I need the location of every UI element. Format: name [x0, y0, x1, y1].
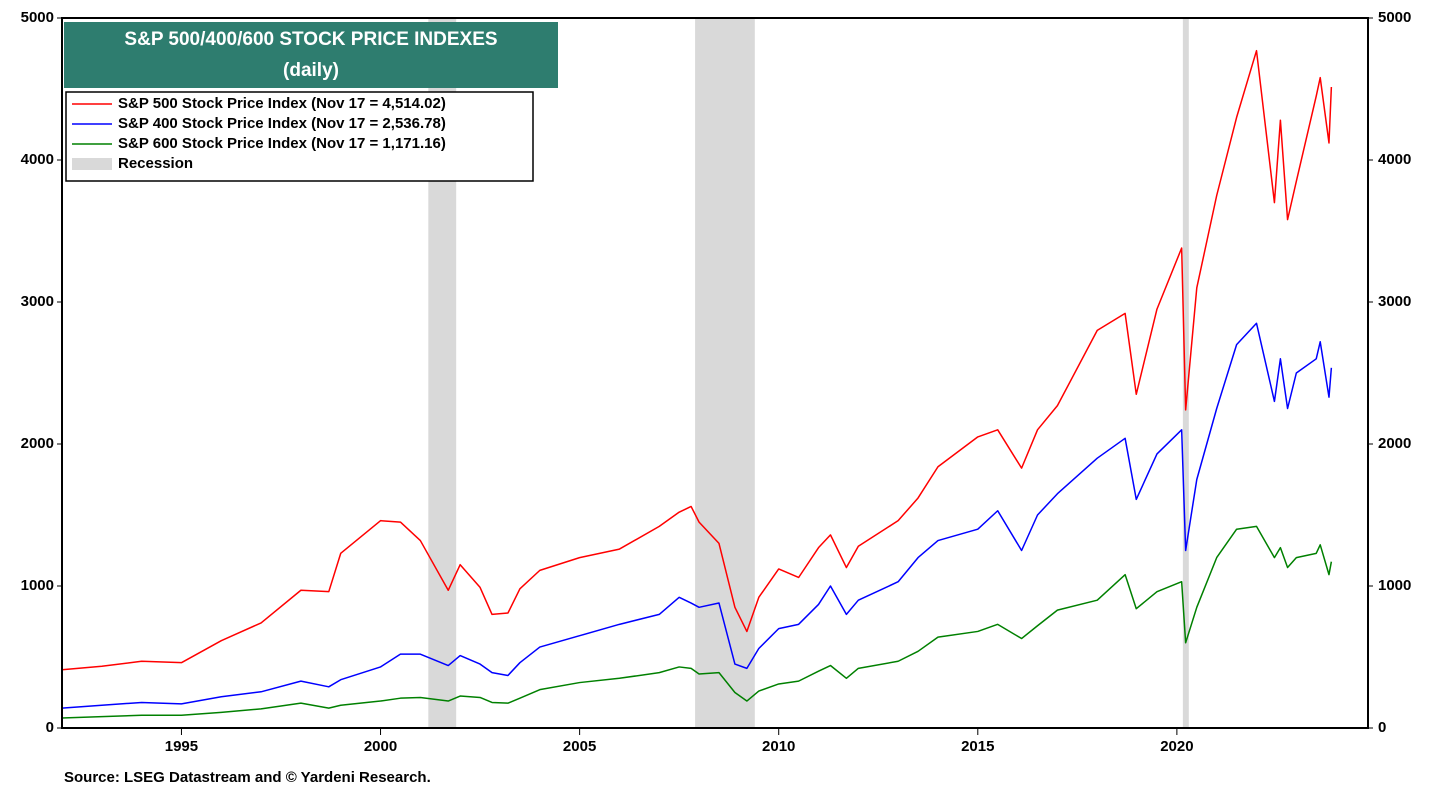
plot-border: [61, 17, 1369, 729]
title-box: [64, 22, 558, 88]
y2-tick-label: 0: [1378, 719, 1386, 736]
y2-tick-label: 1000: [1378, 577, 1411, 594]
x-tick-label: 2005: [563, 738, 596, 755]
recession-band: [695, 18, 755, 728]
y-tick-label: 4000: [21, 151, 54, 168]
y2-tick-label: 2000: [1378, 435, 1411, 452]
x-tick-label: 2010: [762, 738, 795, 755]
y-tick-label: 3000: [21, 293, 54, 310]
y2-tick-label: 5000: [1378, 9, 1411, 26]
y-tick-label: 5000: [21, 9, 54, 26]
source: Source: LSEG Datastream and © Yardeni Re…: [64, 769, 431, 786]
y2-tick-label: 4000: [1378, 151, 1411, 168]
series-line: [61, 322, 1333, 709]
chart-title: S&P 500/400/600 STOCK PRICE INDEXES: [124, 29, 497, 50]
y2-tick-label: 3000: [1378, 293, 1411, 310]
x-tick-label: 2000: [364, 738, 397, 755]
x-tick-label: 1995: [165, 738, 198, 755]
x-tick-label: 2015: [961, 738, 994, 755]
chart-subtitle: (daily): [283, 60, 339, 81]
legend-box: [65, 91, 534, 182]
legend: S&P 500 Stock Price Index (Nov 17 = 4,51…: [72, 95, 446, 172]
legend-swatch: [72, 158, 112, 170]
series-line: [61, 525, 1333, 719]
legend-label: S&P 400 Stock Price Index (Nov 17 = 2,53…: [118, 115, 446, 132]
y-tick-label: 1000: [21, 577, 54, 594]
y-tick-label: 0: [46, 719, 54, 736]
legend-label: S&P 600 Stock Price Index (Nov 17 = 1,17…: [118, 135, 446, 152]
recession-band: [1182, 18, 1189, 728]
series-line: [61, 49, 1333, 671]
legend-label: Recession: [118, 155, 193, 172]
y-tick-label: 2000: [21, 435, 54, 452]
x-tick-label: 2020: [1160, 738, 1193, 755]
legend-label: S&P 500 Stock Price Index (Nov 17 = 4,51…: [118, 95, 446, 112]
